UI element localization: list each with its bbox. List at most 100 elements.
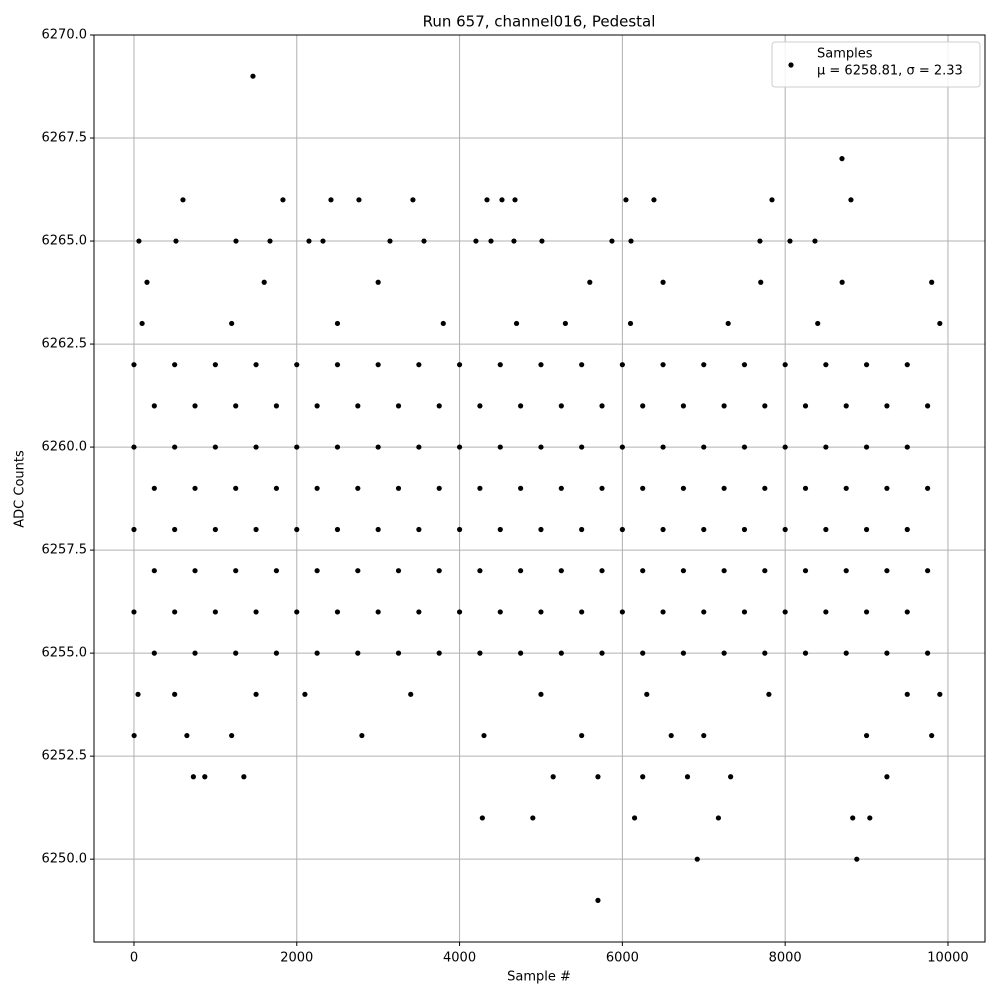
point: [937, 691, 943, 697]
point: [741, 444, 748, 450]
point: [518, 650, 524, 656]
point: [843, 403, 849, 409]
point: [314, 485, 320, 491]
point: [320, 238, 326, 244]
point: [644, 691, 650, 697]
point: [538, 362, 544, 368]
point: [721, 568, 727, 574]
point: [477, 485, 483, 491]
point: [192, 485, 198, 491]
point: [131, 444, 137, 450]
point: [619, 609, 625, 615]
point: [660, 609, 666, 615]
point: [538, 609, 544, 615]
point: [762, 568, 768, 574]
point: [261, 279, 267, 285]
point: [741, 609, 748, 615]
x-tick-label: 10000: [927, 951, 968, 966]
point: [212, 526, 218, 533]
point: [925, 485, 931, 491]
point: [904, 691, 910, 697]
point: [579, 362, 585, 368]
point: [192, 403, 198, 409]
point: [436, 485, 442, 491]
point: [172, 526, 178, 533]
point: [728, 774, 734, 780]
point: [925, 568, 931, 574]
point: [131, 732, 137, 739]
point: [684, 774, 691, 780]
point: [233, 650, 239, 656]
point: [839, 279, 845, 285]
point: [550, 774, 556, 780]
point: [668, 732, 674, 739]
point: [631, 815, 638, 821]
point: [294, 444, 300, 450]
point: [802, 650, 809, 656]
point: [395, 568, 402, 574]
point: [512, 197, 518, 203]
point: [782, 609, 788, 615]
point: [848, 197, 854, 203]
point: [375, 609, 381, 615]
point: [151, 485, 157, 491]
legend-box: [771, 41, 981, 88]
point: [701, 732, 707, 739]
point: [375, 444, 381, 450]
point: [587, 279, 593, 285]
point: [479, 815, 485, 821]
point: [355, 568, 361, 574]
point: [477, 568, 483, 574]
point: [904, 362, 910, 368]
point: [375, 526, 381, 533]
point: [680, 568, 687, 574]
point: [609, 238, 615, 244]
point: [769, 197, 775, 203]
y-tick-label: 6265.0: [42, 234, 88, 249]
point: [757, 238, 763, 244]
point: [192, 568, 198, 574]
point: [839, 156, 845, 162]
point: [241, 774, 247, 780]
point: [131, 609, 137, 615]
point: [456, 362, 463, 368]
point: [530, 815, 536, 821]
point: [766, 691, 772, 697]
point: [701, 362, 707, 368]
point: [925, 650, 931, 656]
point: [863, 609, 870, 615]
point: [599, 485, 605, 491]
y-tick-label: 6270.0: [42, 28, 88, 43]
point: [579, 444, 585, 450]
point: [190, 774, 196, 780]
point: [192, 650, 198, 656]
point: [518, 485, 524, 491]
point: [904, 526, 910, 533]
y-tick-label: 6255.0: [42, 646, 88, 661]
point: [273, 650, 280, 656]
point: [212, 362, 218, 368]
point: [306, 238, 312, 244]
point: [436, 650, 442, 656]
point: [762, 650, 768, 656]
point: [884, 568, 890, 574]
point: [499, 197, 505, 203]
legend-label: Samples: [817, 47, 873, 62]
point: [436, 568, 442, 574]
point: [680, 650, 687, 656]
point: [144, 279, 150, 285]
point: [395, 403, 402, 409]
point: [172, 444, 178, 450]
point: [579, 526, 585, 533]
point: [172, 609, 178, 615]
y-tick-label: 6257.5: [42, 543, 88, 558]
point: [884, 650, 890, 656]
point: [640, 650, 646, 656]
point: [131, 362, 137, 368]
point: [416, 609, 422, 615]
point: [267, 238, 273, 244]
point: [538, 444, 544, 450]
point: [416, 444, 422, 450]
y-tick-label: 6250.0: [42, 852, 88, 867]
point: [173, 238, 179, 244]
